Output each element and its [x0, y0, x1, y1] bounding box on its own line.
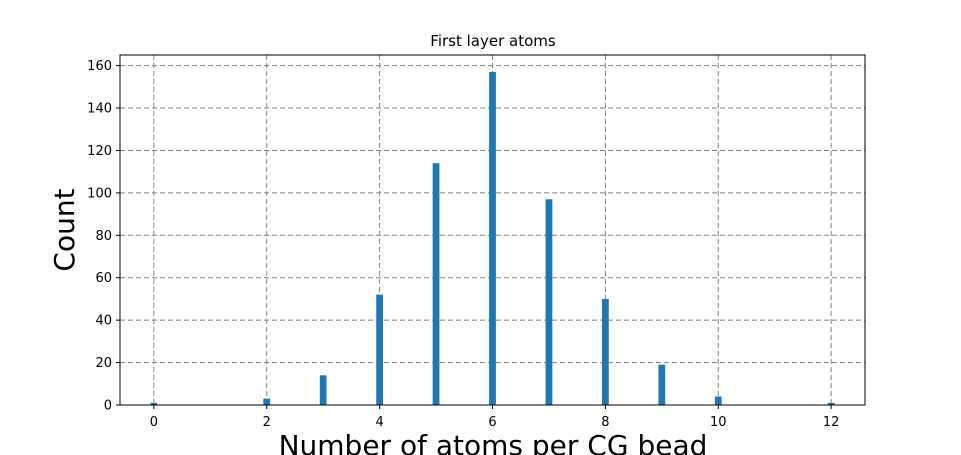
- x-tick-label: 2: [263, 415, 271, 430]
- x-tick-label: 6: [488, 415, 496, 430]
- x-tick-label: 0: [150, 415, 158, 430]
- y-tick-label: 80: [95, 229, 112, 244]
- bar-9: [658, 364, 666, 405]
- y-ticks: 0 20 40 60 80 100 120 140 160: [87, 59, 120, 414]
- bar-0: [150, 402, 158, 405]
- y-tick-label: 0: [104, 399, 112, 414]
- y-axis-label: Count: [48, 188, 81, 271]
- y-tick-label: 40: [95, 314, 112, 329]
- bar-10: [714, 396, 722, 405]
- y-tick-label: 20: [95, 356, 112, 371]
- x-tick-label: 10: [710, 415, 727, 430]
- chart-title: First layer atoms: [430, 32, 556, 50]
- bar-4: [376, 294, 384, 405]
- bar-6: [489, 71, 496, 405]
- x-ticks: 0 2 4 6 8 10 12: [150, 405, 840, 430]
- bar-3: [319, 375, 327, 405]
- bar-8: [601, 298, 609, 405]
- y-tick-label: 60: [95, 271, 112, 286]
- bar-5: [432, 163, 440, 405]
- y-tick-label: 140: [87, 102, 112, 117]
- bar-2: [263, 398, 271, 405]
- x-tick-label: 4: [375, 415, 383, 430]
- bars: [150, 71, 835, 405]
- bar-7: [545, 199, 553, 405]
- x-tick-label: 8: [601, 415, 609, 430]
- y-tick-label: 100: [87, 186, 112, 201]
- x-tick-label: 12: [823, 415, 840, 430]
- y-tick-label: 120: [87, 144, 112, 159]
- y-tick-label: 160: [87, 59, 112, 74]
- x-axis-label: Number of atoms per CG bead: [279, 429, 708, 455]
- bar-12: [827, 402, 835, 405]
